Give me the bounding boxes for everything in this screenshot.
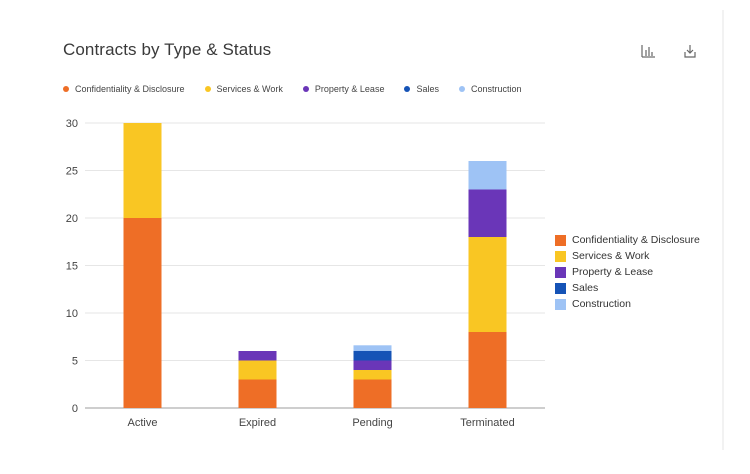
legend-swatch [555,234,566,246]
legend-label: Confidentiality & Disclosure [572,234,700,246]
legend-label: Sales [416,84,439,94]
legend-swatch [555,266,566,278]
top-legend-item-services-and-work[interactable]: Services & Work [204,84,283,94]
legend-swatch [555,282,566,294]
x-tick-label: Terminated [460,417,514,429]
x-tick-label: Active [128,417,158,429]
legend-label: Sales [572,282,599,294]
bar-pending-sales [353,351,392,361]
legend-dot [63,86,69,92]
bar-terminated-construction [468,161,507,190]
panel-edge [722,10,724,450]
y-tick-label: 5 [72,356,78,368]
right-legend-item-services-and-work[interactable]: Services & Work [555,248,700,264]
right-legend-item-construction[interactable]: Construction [555,296,700,312]
x-tick-label: Pending [352,417,392,429]
bar-chart-icon[interactable] [637,40,659,62]
legend-swatch [555,250,566,262]
y-tick-label: 25 [66,166,78,178]
bar-terminated-confidentiality-and-disclosure [468,332,507,408]
bar-terminated-services-and-work [468,237,507,332]
right-legend-item-property-and-lease[interactable]: Property & Lease [555,264,700,280]
top-legend-item-construction[interactable]: Construction [458,84,522,94]
y-tick-label: 30 [66,118,78,130]
chart-title: Contracts by Type & Status [63,40,272,59]
y-tick-label: 15 [66,261,78,273]
right-legend-item-confidentiality-and-disclosure[interactable]: Confidentiality & Disclosure [555,232,700,248]
right-legend: Confidentiality & Disclosure Services & W… [555,232,700,312]
legend-swatch [555,298,566,310]
top-legend-item-confidentiality-and-disclosure[interactable]: Confidentiality & Disclosure [63,84,185,94]
bar-expired-services-and-work [238,360,277,380]
bar-active-services-and-work [123,123,162,218]
top-legend: Confidentiality & Disclosure Services & W… [63,82,542,96]
legend-label: Services & Work [216,84,283,94]
download-icon[interactable] [679,40,701,62]
bar-terminated-property-and-lease [468,189,507,237]
bar-expired-property-and-lease [238,351,277,361]
legend-label: Confidentiality & Disclosure [75,84,185,94]
legend-dot [458,86,465,92]
top-legend-item-sales[interactable]: Sales [404,84,439,94]
right-legend-item-sales[interactable]: Sales [555,280,700,296]
legend-label: Property & Lease [572,266,654,278]
legend-dot [302,86,309,92]
y-tick-label: 20 [66,213,78,225]
legend-dot [204,86,211,92]
bar-pending-construction [353,345,392,351]
legend-dot [404,86,411,92]
x-tick-label: Expired [239,417,276,429]
bar-expired-confidentiality-and-disclosure [238,379,277,408]
bar-pending-services-and-work [353,370,392,380]
bar-active-confidentiality-and-disclosure [123,218,162,408]
top-legend-item-property-and-lease[interactable]: Property & Lease [302,84,385,94]
legend-label: Construction [470,84,522,94]
legend-label: Services & Work [572,250,650,262]
y-tick-label: 10 [66,308,78,320]
legend-label: Property & Lease [314,84,385,94]
y-tick-label: 0 [72,403,78,415]
bar-pending-property-and-lease [353,360,392,370]
bar-pending-confidentiality-and-disclosure [353,379,392,408]
legend-label: Construction [572,298,631,310]
